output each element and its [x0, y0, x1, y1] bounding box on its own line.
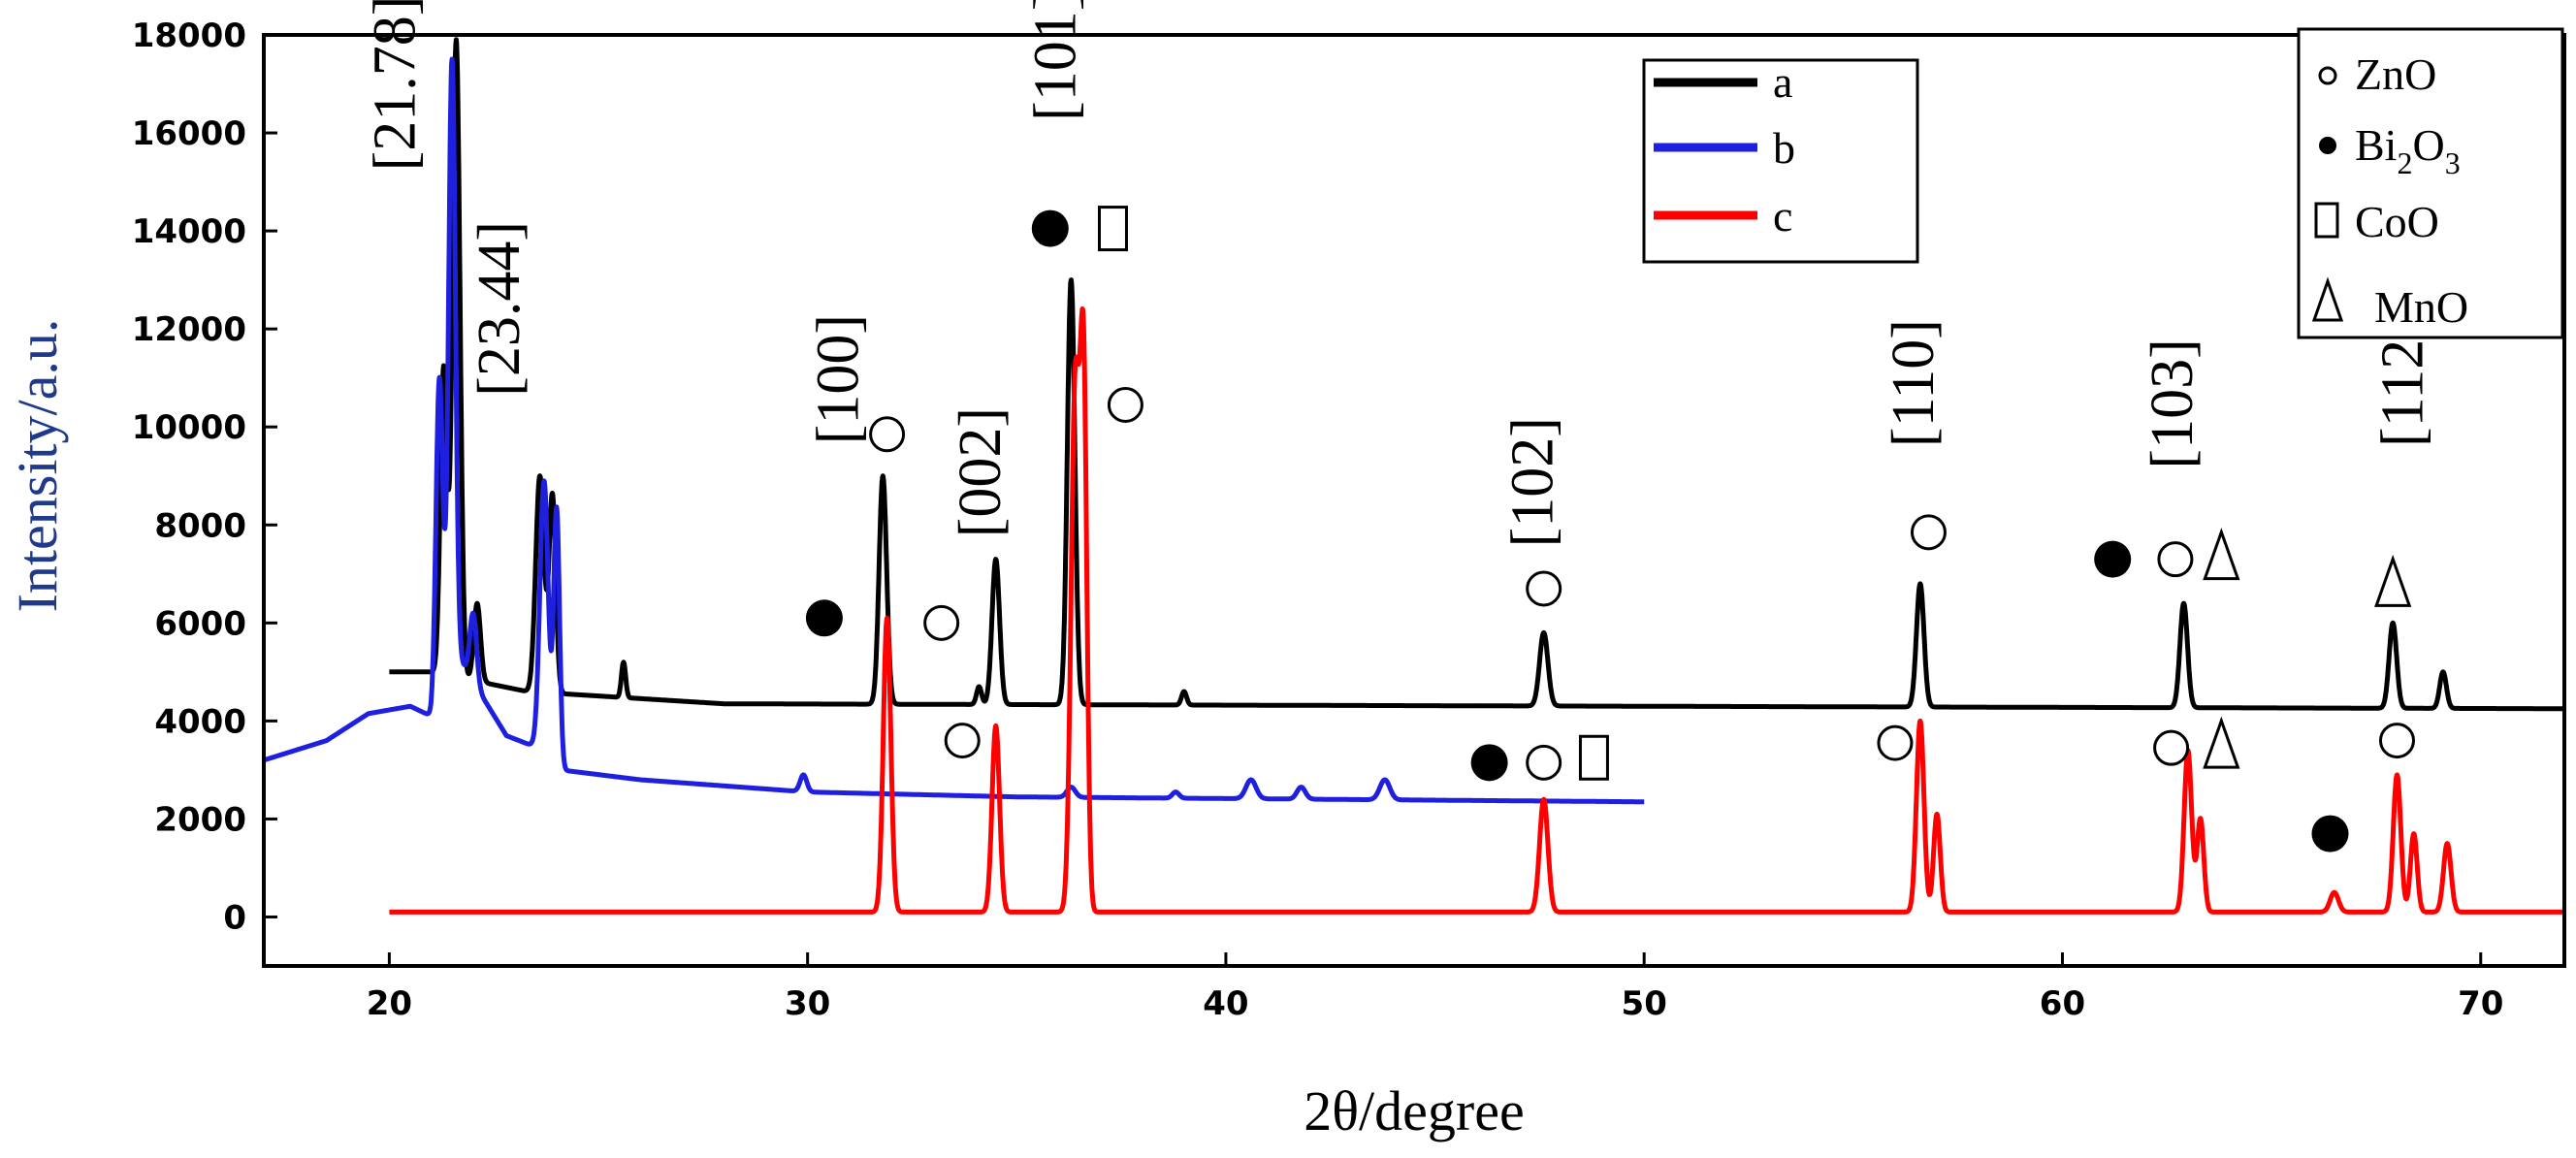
y-tick-label: 8000 [154, 506, 246, 545]
phase-key-mno: MnO [2374, 282, 2468, 332]
peak-label: [102] [1499, 417, 1565, 547]
peak-label: [002] [948, 407, 1014, 537]
mno-marker-icon [2203, 716, 2240, 769]
zno-marker-icon [944, 723, 981, 759]
y-tick-label: 18000 [132, 16, 246, 55]
coo-key-icon [2314, 202, 2339, 239]
peak-label: [101] [1023, 0, 1089, 121]
mno-key-icon [2311, 276, 2344, 322]
y-tick-label: 14000 [132, 212, 246, 251]
series-line-a [387, 37, 2567, 712]
y-axis: 0 2000 4000 6000 8000 10000 12000 14000 16000 180… [132, 16, 277, 937]
legend-label-c: c [1773, 191, 1792, 241]
phase-key-bi2o3: Bi2O3 [2355, 120, 2461, 180]
bi2o3-key-icon [2319, 137, 2336, 154]
y-tick-label: 4000 [154, 702, 246, 741]
zno-marker-icon [2157, 541, 2194, 578]
peak-label: [100] [805, 314, 871, 444]
bi2o3-marker-icon [1031, 209, 1069, 247]
mno-marker-icon [2374, 554, 2412, 607]
zno-marker-icon [2153, 729, 2190, 766]
peak-label: [103] [2140, 338, 2206, 468]
legend-label-b: b [1773, 123, 1795, 173]
bi2o3-marker-icon [2094, 540, 2132, 578]
bi2o3-marker-icon [805, 599, 843, 637]
coo-marker-icon [1097, 206, 1128, 252]
y-tick-label: 16000 [132, 114, 246, 153]
series-line-c [387, 306, 2567, 915]
zno-marker-icon [1107, 386, 1143, 423]
x-tick-label: 50 [1622, 984, 1667, 1023]
x-tick-label: 30 [785, 984, 830, 1023]
coo-marker-icon [1578, 734, 1609, 781]
y-tick-label: 6000 [154, 604, 246, 643]
zno-marker-icon [1526, 744, 1562, 781]
marker-layer [805, 206, 2415, 852]
zno-marker-icon [1526, 570, 1562, 607]
x-axis-title: 2θ/degree [1304, 1079, 1524, 1142]
phase-key: ZnO Bi2O3 CoO MnO [2297, 27, 2564, 339]
y-axis-title: Intensity/a.u. [6, 319, 69, 613]
zno-marker-icon [1910, 514, 1947, 551]
plot-frame [262, 33, 2566, 968]
peak-label-layer: [21.78] [23.44] [100] [002] [101] [102] [110] [… [362, 0, 2435, 547]
mno-marker-icon [2203, 528, 2240, 581]
series-layer [261, 37, 2567, 915]
x-axis: 20 30 40 50 60 70 [367, 952, 2503, 1023]
x-tick-label: 60 [2040, 984, 2085, 1023]
series-legend-frame [1642, 58, 1919, 264]
y-tick-label: 2000 [154, 800, 246, 839]
zno-key-icon [2318, 66, 2337, 85]
bi2o3-marker-icon [2311, 815, 2349, 852]
peak-label: [112] [2369, 319, 2435, 447]
x-tick-label: 20 [367, 984, 412, 1023]
y-tick-label: 12000 [132, 310, 246, 349]
zno-marker-icon [869, 416, 906, 453]
legend-label-a: a [1773, 57, 1792, 107]
x-tick-label: 40 [1203, 984, 1248, 1023]
series-legend: a b c [1642, 57, 1919, 264]
y-tick-label: 10000 [132, 408, 246, 447]
peak-label: [110] [1881, 319, 1947, 447]
series-line-b [261, 56, 1647, 805]
zno-marker-icon [1877, 724, 1914, 761]
zno-marker-icon [2378, 723, 2415, 759]
phase-key-coo: CoO [2355, 197, 2439, 246]
y-tick-label: 0 [223, 898, 246, 937]
phase-key-frame [2297, 27, 2564, 339]
peak-label: [23.44] [467, 221, 532, 397]
bi2o3-marker-icon [1470, 744, 1508, 782]
peak-label: [21.78] [362, 0, 428, 171]
phase-key-zno: ZnO [2355, 49, 2436, 99]
x-tick-label: 70 [2458, 984, 2503, 1023]
zno-marker-icon [923, 604, 960, 641]
